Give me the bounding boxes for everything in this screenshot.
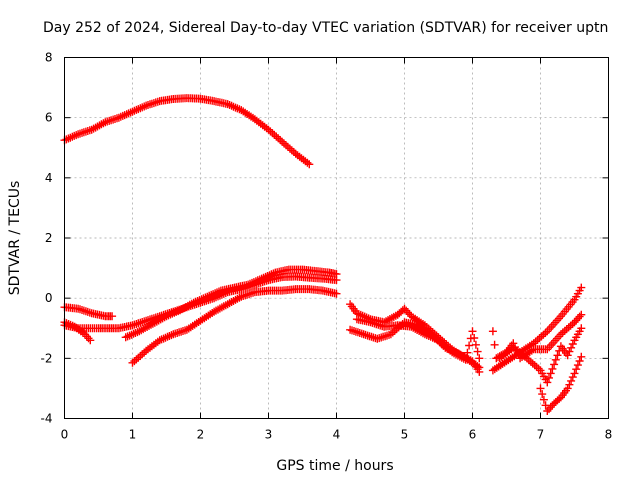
series-markers [536,352,586,415]
y-axis-label: SDTVAR / TECUs [7,181,23,296]
axis-ticks: 0 1 2 3 4 5 6 7 8 -4 -2 0 2 4 6 8 [41,51,613,442]
series-4 [121,265,341,342]
series-8 [352,315,484,364]
data-points [60,94,586,415]
x-tick-label: 5 [401,428,409,442]
x-tick-label: 0 [61,428,69,442]
y-tick-label: 0 [45,291,53,305]
x-tick-label: 2 [197,428,205,442]
x-tick-label: 1 [129,428,137,442]
series-markers [488,283,586,375]
x-tick-label: 4 [333,428,341,442]
x-axis-label: GPS time / hours [276,458,393,474]
y-tick-label: -2 [41,351,53,365]
series-9 [488,283,586,375]
series-11 [495,324,586,387]
plot-frame [64,57,609,419]
series-markers [495,324,586,387]
y-tick-label: -4 [41,412,53,426]
gridlines [64,57,609,419]
y-tick-label: 4 [45,171,53,185]
x-tick-label: 7 [537,428,545,442]
series-5 [128,285,341,367]
y-tick-label: 2 [45,231,53,245]
y-tick-label: 6 [45,111,53,125]
series-markers [128,285,341,367]
series-markers [352,315,484,364]
x-tick-label: 8 [605,428,613,442]
x-tick-label: 3 [265,428,273,442]
y-tick-label: 8 [45,51,53,65]
x-tick-label: 6 [469,428,477,442]
chart-title: Day 252 of 2024, Sidereal Day-to-day VTE… [43,20,608,36]
series-markers [121,265,341,342]
series-12 [536,352,586,415]
